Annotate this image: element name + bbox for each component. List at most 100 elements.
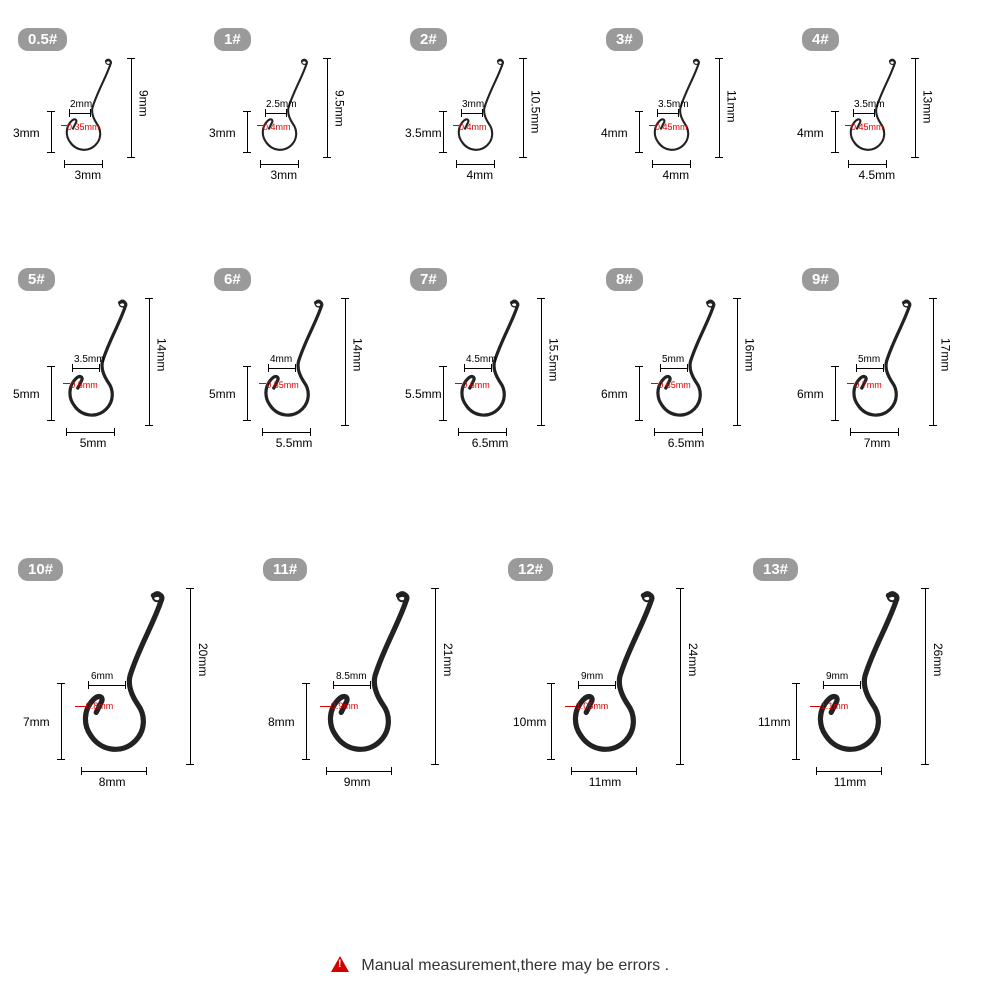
height-label: 13mm (921, 90, 935, 123)
width-label: 5mm (80, 436, 107, 450)
width-label: 3mm (75, 168, 102, 182)
wire-label: 0.8mm (86, 701, 114, 711)
width-label: 9mm (344, 775, 371, 789)
left-label: 4mm (797, 126, 990, 140)
footer-text: Manual measurement,there may be errors . (361, 957, 669, 974)
width-label: 4mm (467, 168, 494, 182)
wire-label: 0.45mm (851, 122, 884, 132)
hook-cell-3: 3#11mm4mm4mm3.5mm0.45mm (598, 20, 794, 230)
hook-icon (555, 585, 672, 767)
gap-label: 2.5mm (266, 99, 297, 110)
hook-cell-5: 5# 14mm 5mm 5mm 3.5mm 0.5mm (10, 260, 206, 520)
hook-cell-10: 10# 20mm 7mm 8mm 6mm 0.8mm (10, 550, 255, 870)
wire-label: 1.05mm (576, 701, 609, 711)
width-label: 11mm (589, 775, 621, 789)
size-badge: 6# (214, 268, 251, 291)
height-label: 14mm (351, 338, 365, 371)
left-label: 8mm (268, 715, 500, 729)
gap-label: 4.5mm (466, 354, 497, 365)
hook-cell-11: 11# 21mm 8mm 9mm 8.5mm 0.9mm (255, 550, 500, 870)
wire-label: 0.65mm (658, 380, 691, 390)
left-label: 3mm (209, 126, 402, 140)
gap-label: 3.5mm (74, 354, 105, 365)
gap-label: 6mm (91, 671, 113, 682)
footer-note: Manual measurement,there may be errors . (0, 956, 1000, 975)
gap-label: 3mm (462, 99, 484, 110)
hook-icon (839, 295, 925, 428)
height-label: 20mm (196, 643, 210, 676)
wire-label: 0.4mm (263, 122, 291, 132)
left-label: 5mm (13, 387, 206, 401)
hook-icon (251, 295, 337, 428)
gap-label: 5mm (858, 354, 880, 365)
hook-cell-8: 8# 16mm 6mm 6.5mm 5mm 0.65mm (598, 260, 794, 520)
width-label: 6.5mm (668, 436, 705, 450)
size-badge: 2# (410, 28, 447, 51)
wire-label: 0.4mm (459, 122, 487, 132)
size-badge: 5# (18, 268, 55, 291)
height-label: 14mm (155, 338, 169, 371)
hook-icon (800, 585, 917, 767)
height-label: 16mm (743, 338, 757, 371)
left-label: 5.5mm (405, 387, 598, 401)
height-label: 15.5mm (547, 338, 561, 381)
left-label: 6mm (601, 387, 794, 401)
size-badge: 12# (508, 558, 553, 581)
width-label: 3mm (271, 168, 298, 182)
wire-label: 0.5mm (70, 380, 98, 390)
size-badge: 11# (263, 558, 307, 581)
hook-cell-0.5: 0.5# 9mm 3mm 3mm 2mm 0.35mm (10, 20, 206, 230)
wire-label: 0.9mm (331, 701, 359, 711)
gap-label: 3.5mm (854, 99, 885, 110)
size-badge: 10# (18, 558, 63, 581)
wire-label: 1.1mm (821, 701, 849, 711)
width-label: 11mm (834, 775, 866, 789)
size-badge: 9# (802, 268, 839, 291)
hook-cell-7: 7#15.5mm5.5mm6.5mm4.5mm0.6mm (402, 260, 598, 520)
gap-label: 8.5mm (336, 671, 367, 682)
left-label: 5mm (209, 387, 402, 401)
width-label: 7mm (864, 436, 891, 450)
hook-cell-2: 2#10.5mm3.5mm4mm3mm0.4mm (402, 20, 598, 230)
size-badge: 0.5# (18, 28, 67, 51)
size-badge: 4# (802, 28, 839, 51)
wire-label: 0.6mm (462, 380, 490, 390)
wire-label: 0.35mm (67, 122, 100, 132)
width-label: 4.5mm (859, 168, 896, 182)
size-badge: 7# (410, 268, 447, 291)
gap-label: 9mm (581, 671, 603, 682)
hook-cell-6: 6# 14mm 5mm 5.5mm 4mm 0.55mm (206, 260, 402, 520)
gap-label: 5mm (662, 354, 684, 365)
gap-label: 4mm (270, 354, 292, 365)
width-label: 8mm (99, 775, 126, 789)
size-badge: 13# (753, 558, 798, 581)
width-label: 5.5mm (276, 436, 313, 450)
hook-cell-12: 12#24mm10mm11mm9mm1.05mm (500, 550, 745, 870)
hook-cell-1: 1#9.5mm3mm3mm2.5mm0.4mm (206, 20, 402, 230)
left-label: 3mm (13, 126, 206, 140)
height-label: 9.5mm (333, 90, 347, 127)
height-label: 9mm (137, 90, 151, 117)
size-badge: 1# (214, 28, 251, 51)
left-label: 4mm (601, 126, 794, 140)
height-label: 24mm (686, 643, 700, 676)
hook-icon (65, 585, 182, 767)
height-label: 26mm (931, 643, 945, 676)
hook-icon (310, 585, 427, 767)
wire-label: 0.55mm (266, 380, 299, 390)
warning-icon (331, 956, 349, 972)
gap-label: 9mm (826, 671, 848, 682)
left-label: 3.5mm (405, 126, 598, 140)
gap-label: 2mm (70, 99, 92, 110)
left-label: 11mm (758, 715, 990, 729)
hook-icon (643, 295, 729, 428)
height-label: 21mm (441, 643, 455, 676)
hook-cell-13: 13# 26mm 11mm 11mm 9mm 1.1mm (745, 550, 990, 870)
left-label: 6mm (797, 387, 990, 401)
height-label: 11mm (725, 90, 739, 122)
gap-label: 3.5mm (658, 99, 689, 110)
size-badge: 8# (606, 268, 643, 291)
left-label: 7mm (23, 715, 255, 729)
hook-cell-4: 4# 13mm 4mm 4.5mm 3.5mm 0.45mm (794, 20, 990, 230)
width-label: 4mm (663, 168, 690, 182)
